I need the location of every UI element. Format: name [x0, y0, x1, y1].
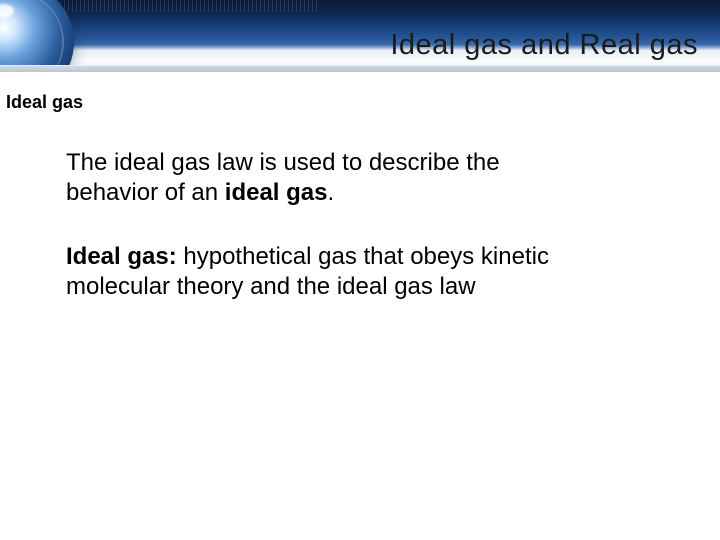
globe-graphic	[0, 0, 74, 72]
body-content: The ideal gas law is used to describe th…	[66, 148, 586, 302]
paragraph-1: The ideal gas law is used to describe th…	[66, 148, 586, 208]
p1-bold-term: ideal gas	[225, 179, 328, 206]
p1-text-c: .	[328, 179, 335, 206]
title-banner: Ideal gas and Real gas	[0, 0, 720, 72]
slide-title: Ideal gas and Real gas	[390, 29, 698, 62]
paragraph-2: Ideal gas: hypothetical gas that obeys k…	[66, 242, 586, 302]
p2-bold-term: Ideal gas:	[66, 243, 177, 270]
section-subheading: Ideal gas	[6, 92, 83, 113]
